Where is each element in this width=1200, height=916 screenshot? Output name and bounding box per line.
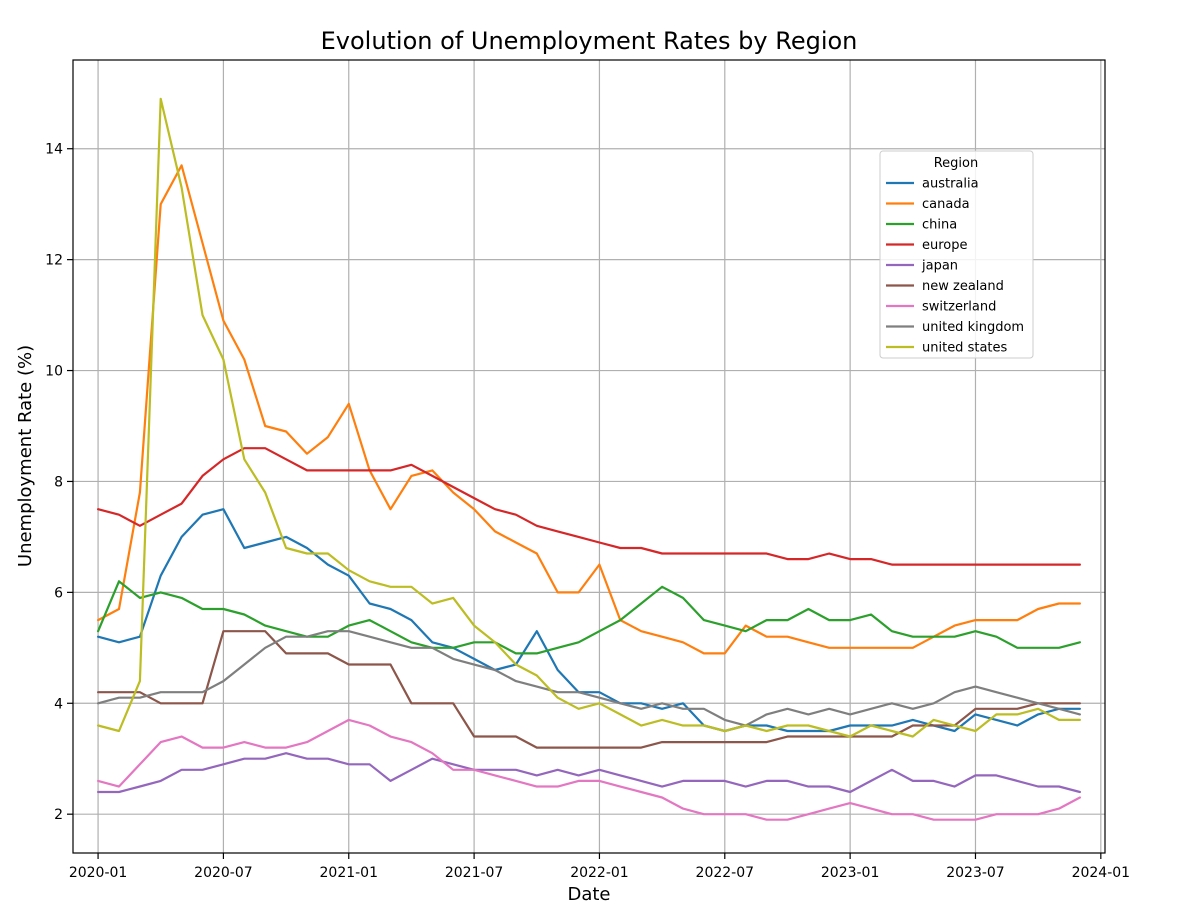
legend-label: new zealand [922, 279, 1004, 294]
legend-box [879, 150, 1034, 359]
y-tick-label: 12 [45, 253, 63, 269]
series-line-china [96, 580, 1082, 655]
legend-label: europe [922, 238, 968, 253]
legend-label: china [922, 218, 957, 233]
legend-label: united states [922, 341, 1008, 356]
y-tick-label: 8 [54, 474, 63, 490]
y-axis-label: Unemployment Rate (%) [15, 345, 36, 567]
x-tick-label: 2023-07 [946, 865, 1005, 881]
legend-title: Region [934, 156, 979, 171]
y-tick-label: 6 [54, 585, 63, 601]
legend: Region australia canada china europe japan ne… [879, 150, 1034, 359]
series-line-new-zealand [96, 630, 1082, 749]
x-axis-label: Date [567, 884, 610, 905]
legend-label: japan [921, 259, 958, 274]
legend-label: switzerland [922, 300, 996, 315]
x-tick-label: 2023-01 [821, 865, 880, 881]
y-tick-label: 10 [45, 364, 63, 380]
x-tick-label: 2020-07 [194, 865, 253, 881]
y-tick-label: 4 [54, 696, 63, 712]
series-group [96, 97, 1082, 821]
x-tick-label: 2024-01 [1072, 865, 1131, 881]
legend-label: canada [922, 197, 970, 212]
chart-title: Evolution of Unemployment Rates by Regio… [321, 27, 858, 55]
x-tick-label: 2021-07 [445, 865, 504, 881]
x-tick-label: 2022-07 [696, 865, 755, 881]
y-tick-label: 14 [45, 142, 63, 158]
series-line-canada [96, 164, 1082, 655]
x-tick-label: 2021-01 [320, 865, 379, 881]
series-line-australia [96, 508, 1082, 733]
x-tick-label: 2022-01 [570, 865, 629, 881]
series-line-united-kingdom [96, 630, 1082, 727]
legend-items: australia canada china europe japan new zeala… [886, 177, 1024, 356]
axis-ticks: 2020-01 2020-07 2021-01 2021-07 2022-01 2022-… [45, 142, 1130, 881]
x-tick-label: 2020-01 [69, 865, 128, 881]
series-line-switzerland [96, 718, 1082, 821]
legend-label: united kingdom [922, 320, 1024, 335]
legend-label: australia [922, 177, 979, 192]
plot-frame [72, 59, 1106, 854]
series-line-japan [96, 752, 1082, 794]
y-tick-label: 2 [54, 807, 63, 823]
series-line-united-states [96, 97, 1082, 738]
series-line-europe [96, 447, 1082, 566]
